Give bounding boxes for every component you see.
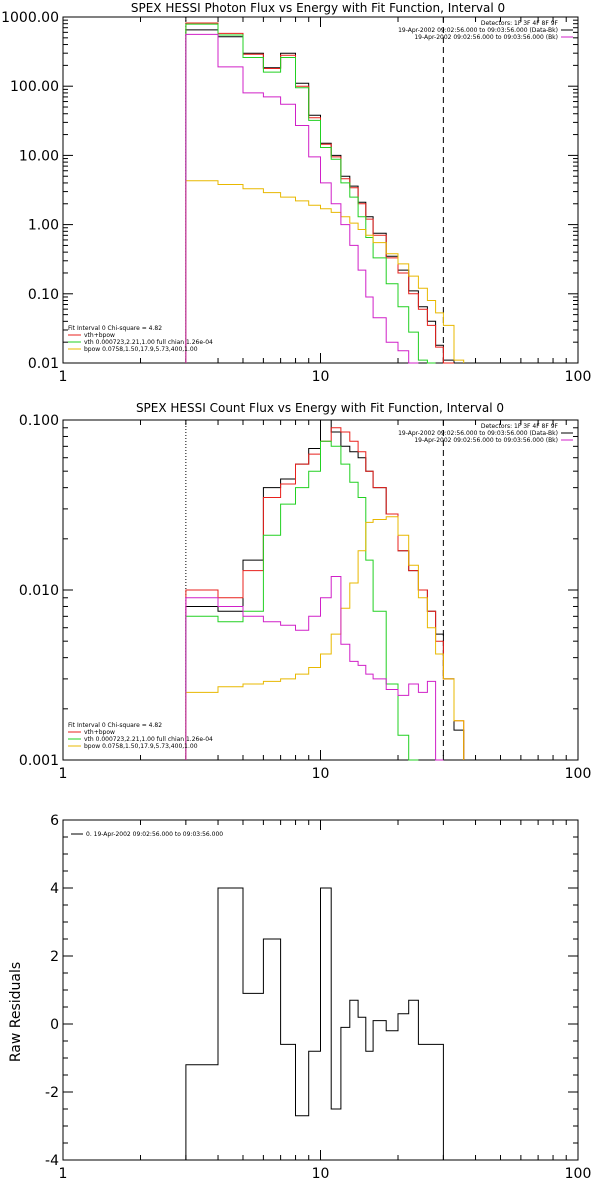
series-vth	[185, 440, 419, 761]
legend-left-entry: vth 0.000723,2.21,1.00 full chian 1.26e-…	[84, 339, 213, 346]
y-tick-label: 0.001	[19, 753, 59, 769]
x-tick-label: 1	[59, 369, 68, 385]
photon-flux-panel: SPEX HESSI Photon Flux vs Energy with Fi…	[1, 1, 591, 385]
series-bpow	[185, 516, 465, 760]
legend-right-entry: Detectors: 1F 3F 4F 8F 9F	[481, 423, 559, 430]
y-tick-label: 10.00	[19, 148, 59, 164]
series-total	[185, 22, 454, 364]
legend-left-entry: vth 0.000723,2.21,1.00 full chian 1.26e-…	[84, 736, 213, 743]
series-bk	[185, 576, 444, 761]
legend-right-entry: 19-Apr-2002 09:02:56.000 to 09:03:56.000…	[414, 34, 558, 41]
legend-right-entry: 19-Apr-2002 09:02:56.000 to 09:03:56.000…	[398, 27, 558, 34]
y-tick-label: 100.00	[10, 79, 59, 95]
y-tick-label: 0.010	[19, 583, 59, 599]
legend-left-entry: bpow 0.0758,1.50,17.9,5.73,400,1.00	[84, 346, 198, 353]
x-tick-label: 10	[312, 1166, 330, 1182]
series-bk	[185, 33, 419, 364]
y-tick-label: 6	[50, 813, 59, 829]
legend-left-entry: Fit Interval 0 Chi-square = 4.82	[68, 722, 162, 729]
residuals-ylabel: Raw Residuals	[8, 962, 24, 1062]
legend-right-entry: 19-Apr-2002 09:02:56.000 to 09:03:56.000…	[398, 430, 558, 437]
legend-left-entry: 0. 19-Apr-2002 09:02:56.000 to 09:03:56.…	[86, 831, 223, 838]
series-data	[185, 29, 464, 364]
x-tick-label: 1	[59, 766, 68, 782]
count-flux-plot-area: 1 10 100 0.001 0.010 0.100 Detectors: 1F 3F 4F…	[19, 413, 591, 782]
x-tick-label: 100	[565, 1166, 592, 1182]
y-tick-label: 4	[50, 881, 59, 897]
y-tick-label: -4	[45, 1153, 59, 1169]
y-tick-label: 0.100	[19, 413, 59, 429]
residuals-panel: Raw Residuals 1 10 100 -4 -2 0 2 4 6 0. 19-Apr-20…	[8, 813, 591, 1182]
y-tick-label: 2	[50, 949, 59, 965]
series-total	[185, 427, 465, 760]
y-tick-label: -2	[45, 1085, 59, 1101]
photon-flux-title: SPEX HESSI Photon Flux vs Energy with Fi…	[131, 1, 505, 15]
legend-left-entry: vth+bpow	[84, 332, 115, 339]
residuals-plot-area: 1 10 100 -4 -2 0 2 4 6 0. 19-Apr-2002 09:02:56.00…	[45, 813, 591, 1182]
series-bpow	[185, 180, 465, 363]
y-tick-label: 0.01	[28, 356, 59, 372]
legend-right-entry: 19-Apr-2002 09:02:56.000 to 09:03:56.000…	[414, 437, 558, 444]
x-tick-label: 1	[59, 1166, 68, 1182]
count-flux-title: SPEX HESSI Count Flux vs Energy with Fit…	[136, 401, 504, 415]
y-tick-label: 0.10	[28, 287, 59, 303]
count-flux-panel: SPEX HESSI Count Flux vs Energy with Fit…	[19, 401, 591, 782]
legend-left-entry: bpow 0.0758,1.50,17.9,5.73,400,1.00	[84, 743, 198, 750]
photon-flux-plot-area: 1 10 100 0.01 0.10 1.00 10.00 100.00 1000.00 Dete…	[1, 10, 591, 385]
series-vth	[185, 23, 436, 364]
legend-left-entry: Fit Interval 0 Chi-square = 4.82	[68, 325, 162, 332]
x-tick-label: 10	[312, 369, 330, 385]
legend-right-entry: Detectors: 1F 3F 4F 8F 9F	[481, 20, 559, 27]
series-data	[185, 887, 444, 1160]
plot-frame	[62, 16, 579, 364]
x-tick-label: 10	[312, 766, 330, 782]
x-tick-label: 100	[565, 766, 592, 782]
legend-left-entry: vth+bpow	[84, 729, 115, 736]
y-tick-label: 0	[50, 1017, 59, 1033]
y-tick-label: 1.00	[28, 218, 59, 234]
y-tick-label: 1000.00	[1, 10, 59, 26]
x-tick-label: 100	[565, 369, 592, 385]
